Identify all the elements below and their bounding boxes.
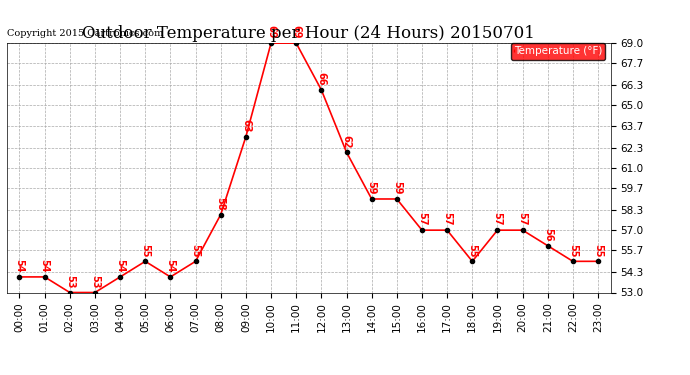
Text: 57: 57 bbox=[493, 213, 502, 226]
Text: 54: 54 bbox=[39, 259, 50, 273]
Text: 59: 59 bbox=[366, 182, 377, 195]
Text: 63: 63 bbox=[241, 119, 251, 132]
Text: 59: 59 bbox=[392, 182, 402, 195]
Text: 62: 62 bbox=[342, 135, 351, 148]
Title: Outdoor Temperature per Hour (24 Hours) 20150701: Outdoor Temperature per Hour (24 Hours) … bbox=[82, 25, 535, 42]
Legend: Temperature (°F): Temperature (°F) bbox=[511, 44, 605, 60]
Text: 55: 55 bbox=[568, 244, 578, 257]
Text: 58: 58 bbox=[216, 197, 226, 210]
Text: 55: 55 bbox=[593, 244, 603, 257]
Text: 69: 69 bbox=[266, 26, 276, 39]
Text: 54: 54 bbox=[166, 259, 175, 273]
Text: 66: 66 bbox=[316, 72, 326, 86]
Text: 56: 56 bbox=[543, 228, 553, 242]
Text: 57: 57 bbox=[417, 213, 427, 226]
Text: 54: 54 bbox=[14, 259, 24, 273]
Text: Copyright 2015 Cartronics.com: Copyright 2015 Cartronics.com bbox=[7, 29, 164, 38]
Text: 55: 55 bbox=[190, 244, 201, 257]
Text: 55: 55 bbox=[467, 244, 477, 257]
Text: 57: 57 bbox=[442, 213, 452, 226]
Text: 54: 54 bbox=[115, 259, 125, 273]
Text: 53: 53 bbox=[65, 275, 75, 288]
Text: 57: 57 bbox=[518, 213, 528, 226]
Text: 55: 55 bbox=[140, 244, 150, 257]
Text: 53: 53 bbox=[90, 275, 100, 288]
Text: 69: 69 bbox=[291, 26, 302, 39]
